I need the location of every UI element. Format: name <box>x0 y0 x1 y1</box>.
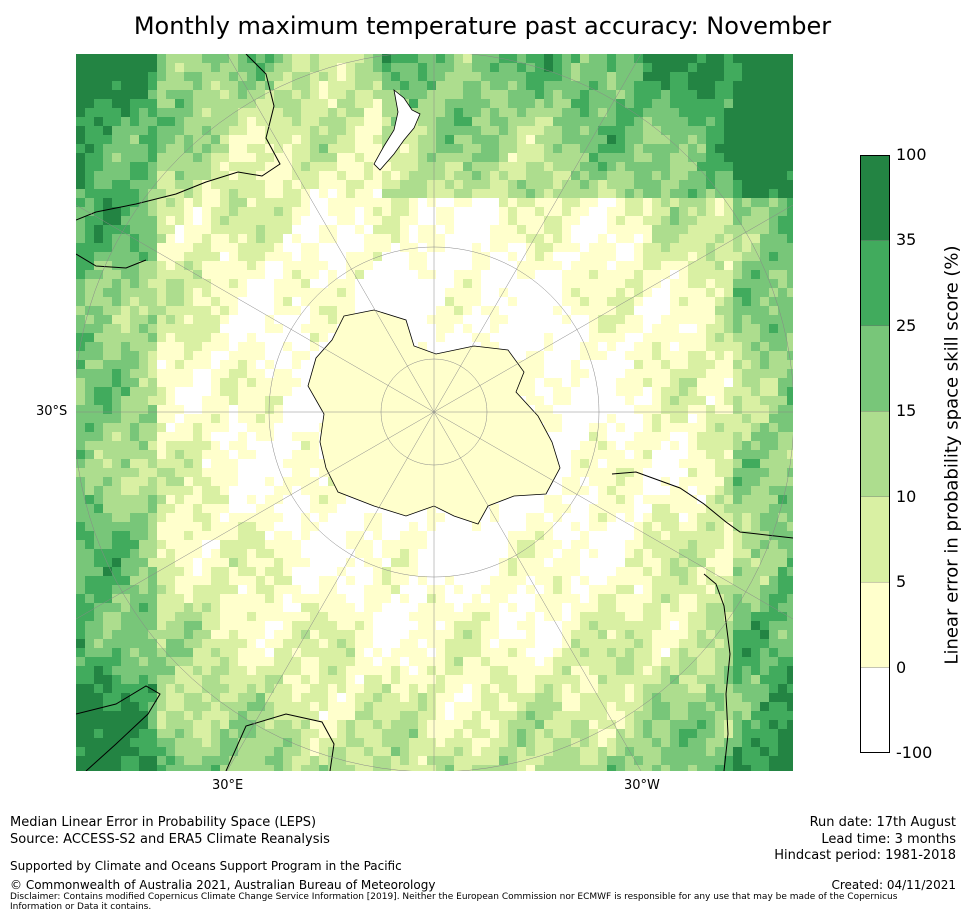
lead-time: Lead time: 3 months <box>821 832 956 847</box>
south-america-coast <box>611 471 793 771</box>
colorbar-tick: 100 <box>896 145 927 164</box>
footer-copyright: © Commonwealth of Australia 2021, Austra… <box>10 878 436 892</box>
colorbar-tick: 25 <box>896 315 917 335</box>
colorbar-swatch <box>860 240 890 327</box>
colorbar-tick: 15 <box>896 401 917 421</box>
colorbar <box>860 155 890 753</box>
footer-disclaimer: Disclaimer: Contains modified Copernicus… <box>10 892 898 912</box>
run-date: Run date: 17th August <box>809 815 956 830</box>
longitude-label-west: 30°W <box>624 778 660 793</box>
chart-title: Monthly maximum temperature past accurac… <box>133 12 832 40</box>
colorbar-swatch <box>860 155 890 241</box>
africa-coast <box>76 685 335 771</box>
footer-leps: Median Linear Error in Probability Space… <box>10 815 317 830</box>
madagascar-africa-west <box>76 253 147 269</box>
colorbar-tick: 0 <box>896 657 907 677</box>
colorbar-swatch <box>860 325 890 412</box>
colorbar-tick: 35 <box>896 230 917 250</box>
latitude-label: 30°S <box>36 404 68 419</box>
colorbar-tick: -100 <box>896 743 933 762</box>
footer-source: Source: ACCESS-S2 and ERA5 Climate Reana… <box>10 832 330 847</box>
colorbar-swatch <box>860 496 890 583</box>
created-date: Created: 04/11/2021 <box>831 878 956 892</box>
footer-support: Supported by Climate and Oceans Support … <box>10 859 402 873</box>
colorbar-tick: 5 <box>896 572 907 592</box>
new-zealand <box>373 89 421 171</box>
colorbar-swatch <box>860 581 890 668</box>
longitude-label-east: 30°E <box>212 778 244 793</box>
polar-skill-map <box>76 54 793 771</box>
colorbar-label: Linear error in probability space skill … <box>941 245 963 665</box>
colorbar-swatch <box>860 411 890 497</box>
colorbar-tick: 10 <box>896 486 917 506</box>
colorbar-swatch <box>860 667 890 753</box>
graticule <box>76 54 793 771</box>
australia-coast <box>76 54 281 221</box>
hindcast-period: Hindcast period: 1981-2018 <box>774 848 956 863</box>
